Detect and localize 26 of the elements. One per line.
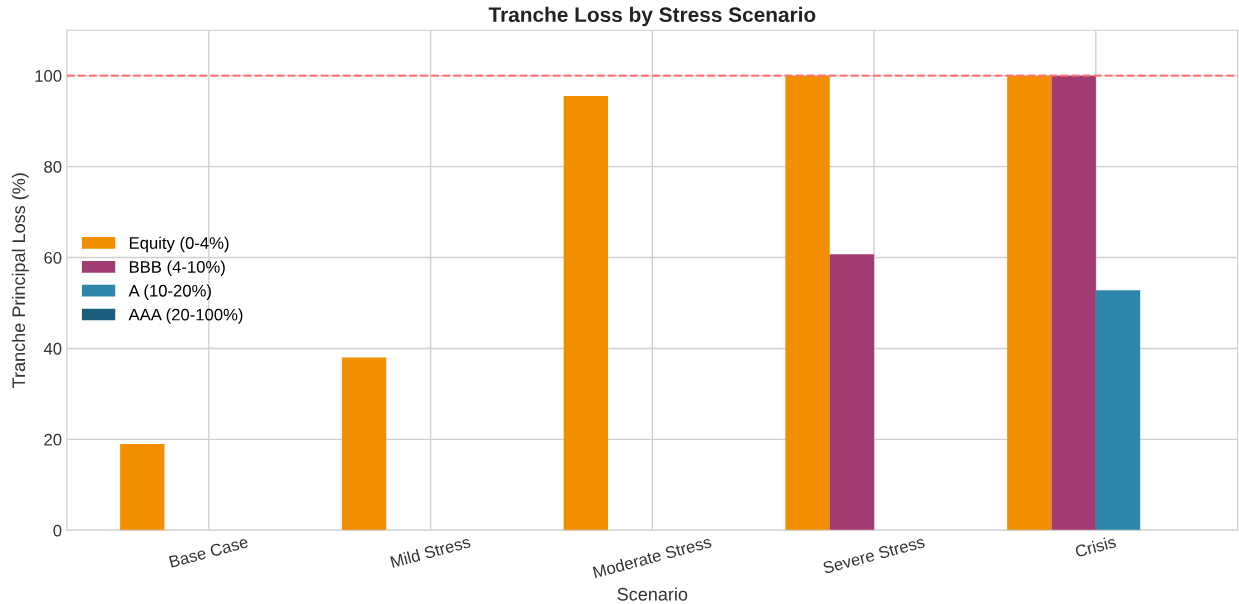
x-axis-title: Scenario: [617, 587, 688, 601]
y-tick-label: 100: [35, 70, 62, 82]
x-tick-label: Mild Stress: [390, 535, 471, 568]
y-axis-title: Tranche Principal Loss (%): [11, 173, 29, 388]
bar: [785, 75, 830, 531]
bar: [341, 357, 387, 531]
chart-title: Tranche Loss by Stress Scenario: [488, 6, 816, 27]
legend-label: AAA (20-100%): [128, 308, 243, 324]
x-tick-label: Base Case: [168, 535, 249, 568]
y-tick-label: 40: [43, 342, 62, 355]
bar: [120, 443, 165, 531]
y-tick-label: 20: [44, 433, 62, 446]
bar: [1051, 75, 1096, 531]
y-tick-label: 80: [44, 161, 62, 173]
bar: [829, 254, 875, 531]
legend-label: A (10-20%): [128, 284, 211, 300]
x-tick-label: Moderate Stress: [592, 535, 712, 579]
bar: [563, 96, 608, 531]
bar: [1007, 75, 1052, 531]
legend-label: BBB (4-10%): [129, 260, 225, 277]
y-tick-label: 60: [44, 251, 62, 264]
y-tick-label: 0: [53, 524, 62, 537]
x-tick-label: Crisis: [1074, 535, 1117, 558]
legend-label: Equity (0-4%): [129, 236, 229, 253]
x-tick-label: Severe Stress: [822, 535, 926, 574]
bar: [1095, 290, 1141, 531]
